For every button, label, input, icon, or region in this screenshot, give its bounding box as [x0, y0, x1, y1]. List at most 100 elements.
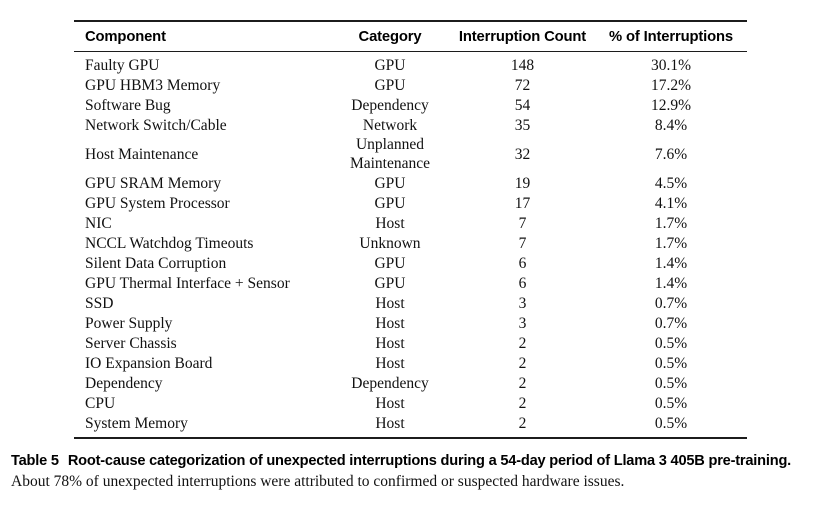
cell-count: 7 — [518, 234, 527, 252]
table-row: IO Expansion Board Host 2 0.5% — [74, 353, 747, 373]
column-header-pct-interruptions: % of Interruptions — [595, 21, 747, 52]
cell-category: Unplanned Maintenance — [349, 136, 431, 172]
table-row: GPU HBM3 Memory GPU 72 17.2% — [74, 75, 747, 95]
table-row: NCCL Watchdog Timeouts Unknown 7 1.7% — [74, 233, 747, 253]
cell-pct: 0.5% — [654, 374, 688, 392]
cell-pct: 1.7% — [654, 234, 688, 252]
cell-component: Server Chassis — [85, 334, 177, 352]
cell-component: GPU SRAM Memory — [85, 174, 222, 192]
interruptions-table: Component Category Interruption Count % … — [74, 20, 747, 439]
cell-component: CPU — [85, 394, 116, 412]
table-row: SSD Host 3 0.7% — [74, 293, 747, 313]
table-row: Server Chassis Host 2 0.5% — [74, 333, 747, 353]
cell-pct: 1.4% — [654, 274, 688, 292]
cell-pct: 0.5% — [654, 354, 688, 372]
cell-count: 17 — [514, 194, 531, 212]
caption-title: Root-cause categorization of unexpected … — [67, 453, 792, 469]
cell-component: Network Switch/Cable — [85, 116, 227, 134]
cell-category: Host — [375, 354, 405, 372]
column-header-component: Component — [74, 21, 330, 52]
cell-count: 148 — [510, 56, 535, 74]
table-row: GPU Thermal Interface + Sensor GPU 6 1.4… — [74, 273, 747, 293]
cell-category: Host — [375, 394, 405, 412]
caption-text: About 78% of unexpected interruptions we… — [11, 472, 625, 490]
cell-category: GPU — [374, 56, 406, 74]
cell-component: GPU Thermal Interface + Sensor — [85, 274, 290, 292]
cell-count: 7 — [518, 214, 527, 232]
cell-category: Host — [375, 314, 405, 332]
cell-category: GPU — [374, 174, 406, 192]
cell-pct: 1.4% — [654, 254, 688, 272]
table-row: Software Bug Dependency 54 12.9% — [74, 95, 747, 115]
table-row: NIC Host 7 1.7% — [74, 213, 747, 233]
cell-component: IO Expansion Board — [85, 354, 213, 372]
table-row: GPU SRAM Memory GPU 19 4.5% — [74, 173, 747, 193]
cell-component: GPU System Processor — [85, 194, 230, 212]
cell-category: GPU — [374, 274, 406, 292]
cell-component: NIC — [85, 214, 112, 232]
cell-component: GPU HBM3 Memory — [85, 76, 221, 94]
cell-count: 2 — [518, 394, 527, 412]
table-row: Power Supply Host 3 0.7% — [74, 313, 747, 333]
cell-pct: 8.4% — [654, 116, 688, 134]
cell-count: 19 — [514, 174, 531, 192]
cell-component: Silent Data Corruption — [85, 254, 227, 272]
cell-count: 6 — [518, 254, 527, 272]
cell-pct: 0.5% — [654, 414, 688, 432]
cell-count: 54 — [514, 96, 531, 114]
column-header-interruption-count: Interruption Count — [450, 21, 595, 52]
cell-category: GPU — [374, 254, 406, 272]
cell-category: Dependency — [351, 374, 429, 392]
cell-pct: 0.5% — [654, 334, 688, 352]
cell-count: 3 — [518, 294, 527, 312]
table-row: System Memory Host 2 0.5% — [74, 413, 747, 438]
cell-pct: 0.5% — [654, 394, 688, 412]
cell-component: Software Bug — [85, 96, 171, 114]
table-row: CPU Host 2 0.5% — [74, 393, 747, 413]
cell-category: GPU — [374, 76, 406, 94]
cell-component: System Memory — [85, 414, 188, 432]
cell-count: 35 — [514, 116, 531, 134]
cell-category: Host — [375, 334, 405, 352]
table-row: Faulty GPU GPU 148 30.1% — [74, 52, 747, 76]
cell-pct: 7.6% — [654, 145, 688, 163]
cell-category: Host — [375, 214, 405, 232]
cell-pct: 4.5% — [654, 174, 688, 192]
table-row: Dependency Dependency 2 0.5% — [74, 373, 747, 393]
cell-component: Host Maintenance — [85, 145, 199, 163]
cell-category: Network — [362, 116, 418, 134]
cell-count: 6 — [518, 274, 527, 292]
table-row: GPU System Processor GPU 17 4.1% — [74, 193, 747, 213]
table-row: Host Maintenance Unplanned Maintenance 3… — [74, 135, 747, 173]
cell-count: 2 — [518, 414, 527, 432]
cell-category: Dependency — [351, 96, 429, 114]
table-row: Silent Data Corruption GPU 6 1.4% — [74, 253, 747, 273]
cell-count: 2 — [518, 374, 527, 392]
column-header-category: Category — [330, 21, 450, 52]
cell-category: Host — [375, 414, 405, 432]
cell-component: SSD — [85, 294, 114, 312]
cell-category: Unknown — [359, 234, 421, 252]
table-body: Faulty GPU GPU 148 30.1% GPU HBM3 Memory… — [74, 52, 747, 439]
table-caption: Table 5 Root-cause categorization of unex… — [11, 451, 810, 491]
cell-pct: 4.1% — [654, 194, 688, 212]
cell-pct: 0.7% — [654, 294, 688, 312]
cell-pct: 12.9% — [650, 96, 692, 114]
cell-pct: 0.7% — [654, 314, 688, 332]
caption-label: Table 5 — [11, 453, 59, 469]
table-header-row: Component Category Interruption Count % … — [74, 21, 747, 52]
table-row: Network Switch/Cable Network 35 8.4% — [74, 115, 747, 135]
cell-count: 2 — [518, 334, 527, 352]
cell-component: Faulty GPU — [85, 56, 160, 74]
cell-category: GPU — [374, 194, 406, 212]
cell-count: 2 — [518, 354, 527, 372]
cell-pct: 1.7% — [654, 214, 688, 232]
cell-component: Dependency — [85, 374, 163, 392]
cell-category: Host — [375, 294, 405, 312]
table-header: Component Category Interruption Count % … — [74, 21, 747, 52]
cell-pct: 17.2% — [650, 76, 692, 94]
cell-count: 72 — [514, 76, 531, 94]
cell-count: 32 — [514, 145, 531, 163]
cell-component: Power Supply — [85, 314, 173, 332]
